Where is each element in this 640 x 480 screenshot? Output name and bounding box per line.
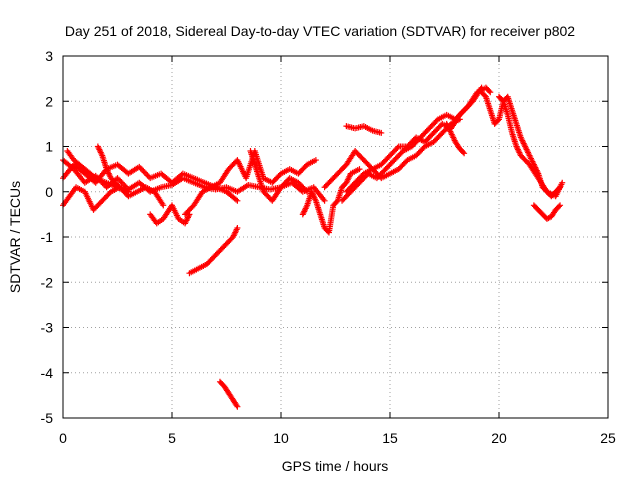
series-arc-6	[147, 202, 193, 227]
y-tick-label: 2	[45, 93, 53, 109]
y-axis-label: SDTVAR / TECUs	[7, 181, 23, 293]
y-tick-label: -3	[41, 320, 54, 336]
data-point	[91, 174, 98, 181]
series-arc-3	[60, 184, 167, 213]
data-point	[302, 187, 309, 194]
x-tick-label: 0	[59, 430, 67, 446]
axis-ticks	[62, 55, 609, 419]
x-tick-label: 15	[382, 430, 398, 446]
x-tick-label: 20	[491, 430, 507, 446]
data-point	[378, 129, 385, 136]
y-tick-label: 0	[45, 184, 53, 200]
y-tick-label: -5	[41, 410, 54, 426]
series-arc-10	[216, 378, 241, 410]
series-arc-9	[186, 224, 241, 277]
y-tick-label: -4	[41, 365, 54, 381]
data-point	[356, 166, 363, 173]
data-point	[160, 202, 167, 209]
series-arc-19	[530, 202, 564, 222]
data-point	[125, 188, 132, 195]
data-point	[234, 224, 241, 231]
data-point	[321, 197, 328, 204]
series-arc-8	[247, 148, 311, 204]
x-tick-label: 10	[273, 430, 289, 446]
x-tick-label: 25	[600, 430, 616, 446]
data-point	[487, 89, 494, 96]
data-point	[394, 144, 401, 151]
series-arc-5	[64, 148, 132, 195]
data-point	[555, 203, 562, 210]
series-arc-7	[182, 148, 319, 218]
data-point	[461, 150, 468, 157]
y-tick-label: 3	[45, 48, 53, 64]
data-point	[460, 149, 467, 156]
chart-title: Day 251 of 2018, Sidereal Day-to-day VTE…	[65, 23, 575, 39]
x-tick-label: 5	[168, 430, 176, 446]
y-tick-label: -1	[41, 229, 54, 245]
x-tick-labels: 0 5 10 15 20 25	[59, 430, 616, 446]
data-point	[486, 88, 493, 95]
data-point	[234, 403, 241, 410]
data-point	[233, 402, 240, 409]
series-arc-15	[343, 123, 385, 136]
data-point	[312, 157, 319, 164]
data-point	[557, 202, 564, 209]
data-point	[233, 196, 240, 203]
x-axis-label: GPS time / hours	[282, 458, 389, 474]
data-point	[559, 179, 566, 186]
y-tick-labels: -5 -4 -3 -2 -1 0 1 2 3	[41, 48, 54, 426]
y-tick-label: 1	[45, 139, 53, 155]
series-arc-18	[496, 93, 566, 200]
series-arc-11	[299, 166, 363, 236]
data-point	[234, 197, 241, 204]
data-points	[60, 84, 566, 410]
y-tick-label: -2	[41, 274, 54, 290]
series-arc-16	[443, 120, 468, 157]
